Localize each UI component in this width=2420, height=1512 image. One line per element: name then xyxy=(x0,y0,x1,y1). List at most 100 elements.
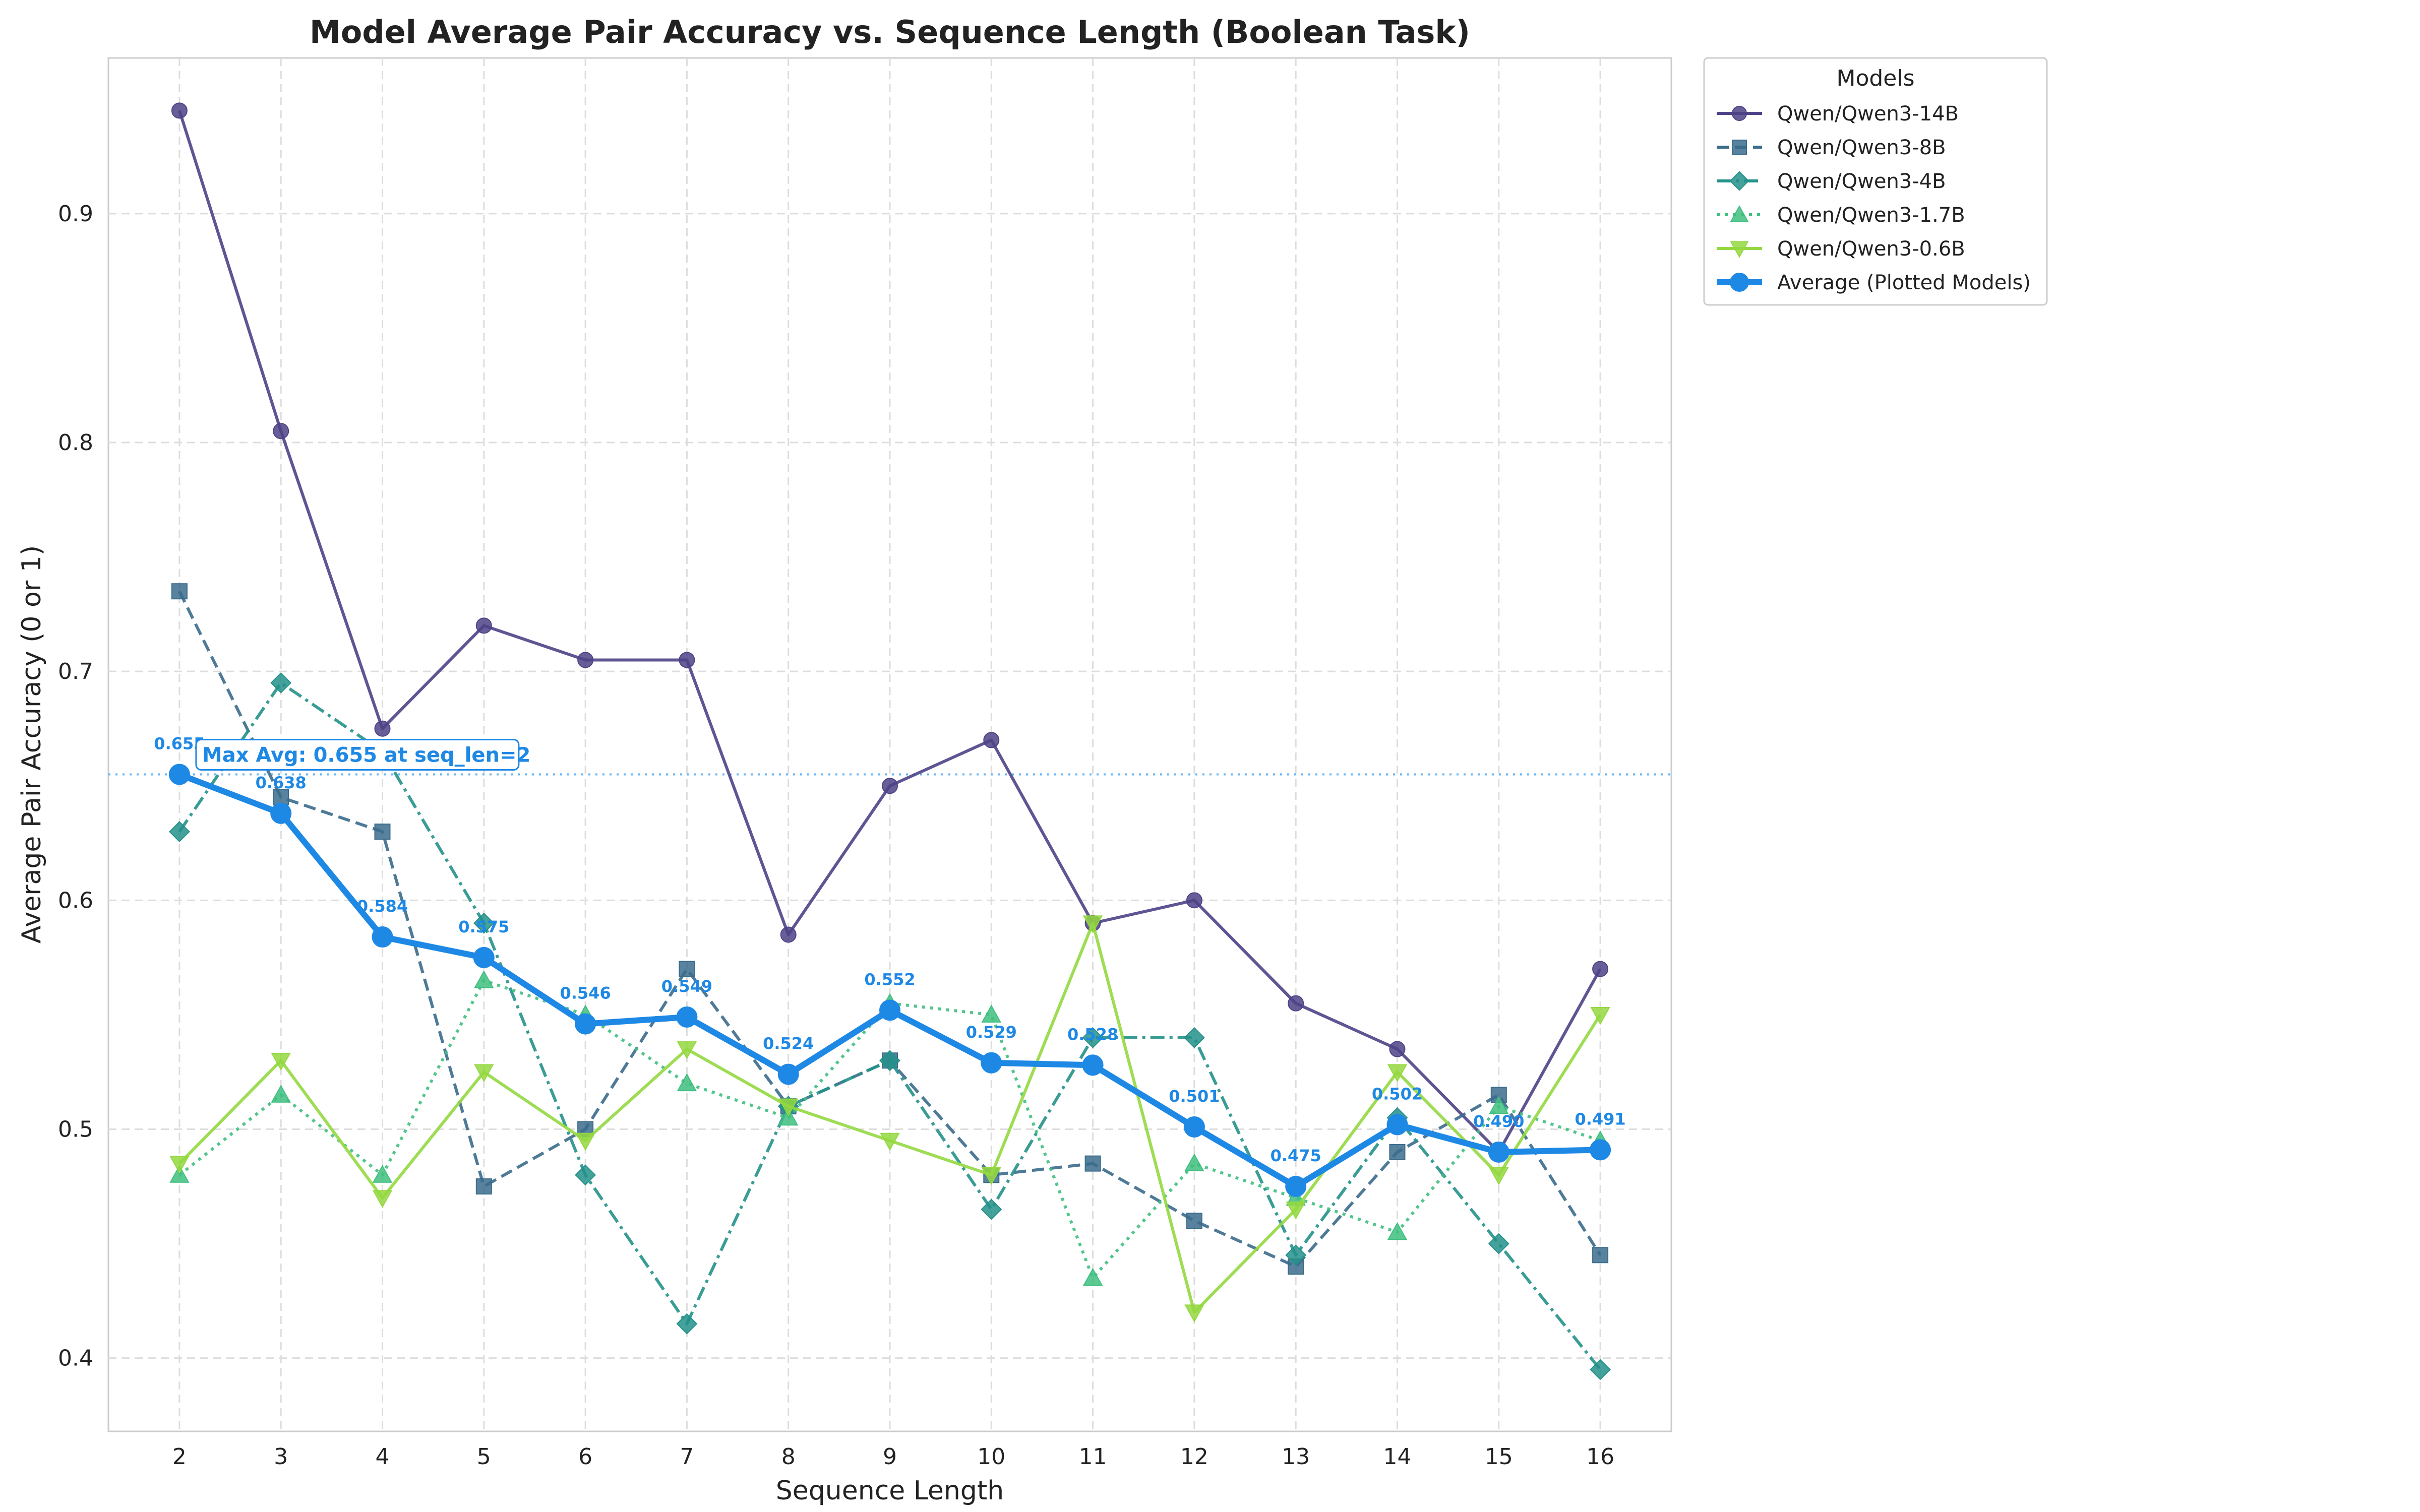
data-point xyxy=(981,1199,1002,1220)
data-point xyxy=(676,1006,698,1028)
data-point xyxy=(880,1132,900,1151)
data-point xyxy=(1285,1244,1307,1266)
data-point xyxy=(372,1165,393,1183)
x-tick-label: 15 xyxy=(1485,1444,1513,1470)
data-point xyxy=(677,1073,697,1092)
data-point xyxy=(981,1167,1001,1185)
x-tick-label: 8 xyxy=(781,1444,796,1470)
data-point xyxy=(1489,1096,1509,1114)
data-point xyxy=(1082,1268,1103,1286)
y-tick-label: 0.7 xyxy=(58,659,93,684)
legend-item: Qwen/Qwen3-14B xyxy=(1717,102,1959,125)
average-data-label: 0.491 xyxy=(1575,1109,1625,1128)
legend-label: Qwen/Qwen3-4B xyxy=(1777,170,1946,193)
data-point xyxy=(1386,1114,1408,1136)
data-point xyxy=(575,1013,596,1035)
data-point xyxy=(780,926,797,943)
data-point xyxy=(676,1313,698,1335)
data-point xyxy=(778,1107,799,1126)
x-tick-label: 4 xyxy=(376,1444,390,1470)
data-point xyxy=(474,1064,494,1083)
data-point xyxy=(273,789,289,805)
average-data-label: 0.549 xyxy=(661,977,712,996)
data-point xyxy=(1285,1176,1307,1198)
chart-title: Model Average Pair Accuracy vs. Sequence… xyxy=(310,14,1470,50)
annotation-text: Max Avg: 0.655 at seq_len=2 xyxy=(202,744,530,767)
data-point xyxy=(474,970,494,988)
data-point xyxy=(1387,1222,1408,1240)
data-point xyxy=(374,720,391,737)
data-point xyxy=(168,764,190,785)
legend-title: Models xyxy=(1836,66,1914,91)
data-point xyxy=(270,672,292,694)
data-point xyxy=(1590,1007,1610,1025)
x-tick-label: 3 xyxy=(274,1444,288,1470)
average-data-label: 0.546 xyxy=(560,984,611,1003)
x-tick-label: 12 xyxy=(1180,1444,1208,1470)
data-point xyxy=(1184,1304,1204,1322)
data-point xyxy=(575,1132,595,1151)
data-point xyxy=(981,1052,1002,1074)
data-point xyxy=(1082,1027,1104,1048)
data-point xyxy=(1387,1064,1408,1083)
x-tick-label: 9 xyxy=(883,1444,897,1470)
data-point xyxy=(1389,1144,1406,1160)
data-point xyxy=(677,1041,697,1059)
data-point xyxy=(983,732,1000,748)
x-tick-label: 5 xyxy=(477,1444,491,1470)
x-tick-label: 6 xyxy=(578,1444,592,1470)
y-axis-ticks: 0.4 0.5 0.6 0.7 0.8 0.9 xyxy=(58,201,93,1371)
data-point xyxy=(882,778,898,794)
data-point xyxy=(1592,1247,1609,1264)
data-point xyxy=(879,1050,900,1072)
data-point xyxy=(1184,1153,1204,1172)
average-data-label: 0.524 xyxy=(763,1034,814,1053)
max-annotation: Max Avg: 0.655 at seq_len=2 xyxy=(195,739,530,771)
data-point xyxy=(1590,1359,1611,1380)
data-point xyxy=(879,999,900,1021)
data-point xyxy=(1732,106,1747,121)
data-point xyxy=(1592,961,1609,977)
annotation-box xyxy=(195,739,520,771)
x-tick-label: 14 xyxy=(1383,1444,1411,1470)
data-point xyxy=(1389,1041,1406,1057)
x-tick-label: 13 xyxy=(1282,1444,1310,1470)
x-axis-label: Sequence Length xyxy=(776,1476,1004,1506)
data-point xyxy=(778,1098,799,1117)
data-point xyxy=(1730,241,1749,258)
y-tick-label: 0.5 xyxy=(58,1117,93,1143)
data-point xyxy=(171,583,188,600)
data-point xyxy=(575,1164,596,1186)
legend-item: Qwen/Qwen3-0.6B xyxy=(1717,237,1965,261)
legend-item: Average (Plotted Models) xyxy=(1717,271,2031,294)
series-lines xyxy=(168,102,1611,1380)
data-point xyxy=(168,821,190,842)
data-point xyxy=(169,1165,190,1183)
x-tick-label: 11 xyxy=(1079,1444,1107,1470)
data-point xyxy=(171,102,188,119)
data-point xyxy=(1729,171,1749,191)
data-point xyxy=(981,1004,1001,1023)
y-tick-label: 0.9 xyxy=(58,201,93,227)
series-qwen-qwen3-1-7b xyxy=(169,970,1610,1286)
average-data-label: 0.490 xyxy=(1473,1112,1524,1131)
data-point xyxy=(1488,1233,1509,1254)
series-average-plotted-models- xyxy=(168,764,1611,1198)
data-point xyxy=(1286,1202,1306,1220)
series-qwen-qwen3-14b xyxy=(171,102,1609,1160)
legend-label: Average (Plotted Models) xyxy=(1777,271,2031,294)
data-point xyxy=(271,1052,291,1071)
legend-box xyxy=(1703,57,2048,306)
series-qwen-qwen3-0-6b xyxy=(169,915,1610,1322)
x-tick-label: 7 xyxy=(680,1444,694,1470)
data-point xyxy=(1288,995,1304,1012)
x-axis-ticks: 2 3 4 5 6 7 8 9 10 11 12 13 14 15 16 xyxy=(172,1444,1614,1470)
legend: Models Qwen/Qwen3-14B Qwen/Qwen3-8B Qwen/Q… xyxy=(1703,57,2048,306)
data-point xyxy=(473,912,495,934)
data-point xyxy=(475,617,492,634)
data-point xyxy=(1489,1167,1509,1185)
average-data-label: 0.475 xyxy=(1270,1146,1321,1165)
legend-item: Qwen/Qwen3-4B xyxy=(1717,170,1946,193)
